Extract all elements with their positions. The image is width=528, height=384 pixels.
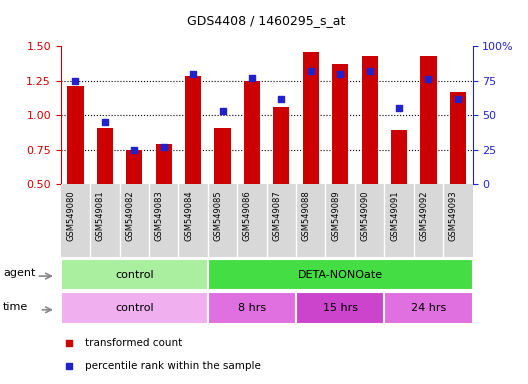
Bar bbox=[332, 64, 348, 184]
Bar bbox=[384, 184, 414, 257]
Bar bbox=[450, 92, 466, 184]
Bar bbox=[185, 76, 201, 184]
Text: GSM549089: GSM549089 bbox=[331, 190, 340, 241]
Text: percentile rank within the sample: percentile rank within the sample bbox=[86, 361, 261, 371]
Bar bbox=[214, 127, 231, 184]
Text: agent: agent bbox=[3, 268, 35, 278]
Point bbox=[159, 144, 168, 150]
Point bbox=[395, 105, 403, 111]
Bar bbox=[208, 184, 237, 257]
Bar bbox=[97, 127, 113, 184]
Bar bbox=[384, 292, 473, 324]
Text: time: time bbox=[3, 301, 29, 311]
Bar bbox=[296, 292, 384, 324]
Point bbox=[65, 340, 73, 346]
Bar bbox=[149, 184, 178, 257]
Text: transformed count: transformed count bbox=[86, 338, 183, 348]
Text: GSM549081: GSM549081 bbox=[96, 190, 105, 241]
Text: GSM549080: GSM549080 bbox=[67, 190, 76, 241]
Text: control: control bbox=[115, 270, 154, 280]
Bar bbox=[274, 107, 289, 184]
Point bbox=[71, 78, 80, 84]
Text: GSM549085: GSM549085 bbox=[213, 190, 222, 241]
Text: GSM549084: GSM549084 bbox=[184, 190, 193, 241]
Bar bbox=[420, 56, 437, 184]
Text: GDS4408 / 1460295_s_at: GDS4408 / 1460295_s_at bbox=[187, 14, 346, 27]
Bar bbox=[362, 56, 378, 184]
Bar bbox=[178, 184, 208, 257]
Point bbox=[248, 75, 256, 81]
Bar bbox=[296, 184, 325, 257]
Bar bbox=[267, 184, 296, 257]
Text: DETA-NONOate: DETA-NONOate bbox=[298, 270, 383, 280]
Bar bbox=[61, 259, 208, 290]
Point bbox=[454, 96, 462, 102]
Point bbox=[101, 119, 109, 125]
Point bbox=[307, 68, 315, 74]
Bar bbox=[126, 150, 143, 184]
Point bbox=[424, 76, 432, 82]
Text: GSM549091: GSM549091 bbox=[390, 190, 399, 241]
Text: GSM549092: GSM549092 bbox=[419, 190, 428, 241]
Text: 15 hrs: 15 hrs bbox=[323, 303, 357, 313]
Point bbox=[65, 362, 73, 369]
Text: GSM549086: GSM549086 bbox=[243, 190, 252, 241]
Text: GSM549090: GSM549090 bbox=[361, 190, 370, 241]
Bar bbox=[443, 184, 473, 257]
Bar bbox=[244, 81, 260, 184]
Bar bbox=[61, 292, 208, 324]
Text: GSM549082: GSM549082 bbox=[125, 190, 134, 241]
Point bbox=[218, 108, 227, 114]
Text: GSM549088: GSM549088 bbox=[302, 190, 311, 241]
Text: GSM549093: GSM549093 bbox=[449, 190, 458, 241]
Bar bbox=[68, 86, 83, 184]
Bar bbox=[391, 131, 407, 184]
Bar bbox=[119, 184, 149, 257]
Bar bbox=[414, 184, 443, 257]
Point bbox=[130, 147, 138, 153]
Text: 8 hrs: 8 hrs bbox=[238, 303, 266, 313]
Bar bbox=[208, 292, 296, 324]
Bar bbox=[61, 184, 90, 257]
Bar bbox=[237, 184, 267, 257]
Point bbox=[365, 68, 374, 74]
Bar bbox=[325, 184, 355, 257]
Text: 24 hrs: 24 hrs bbox=[411, 303, 446, 313]
Point bbox=[277, 96, 286, 102]
Bar bbox=[90, 184, 119, 257]
Bar bbox=[208, 259, 473, 290]
Bar bbox=[303, 51, 319, 184]
Bar bbox=[156, 144, 172, 184]
Bar bbox=[355, 184, 384, 257]
Point bbox=[189, 71, 197, 77]
Text: GSM549087: GSM549087 bbox=[272, 190, 281, 241]
Text: GSM549083: GSM549083 bbox=[155, 190, 164, 241]
Point bbox=[336, 71, 344, 77]
Text: control: control bbox=[115, 303, 154, 313]
